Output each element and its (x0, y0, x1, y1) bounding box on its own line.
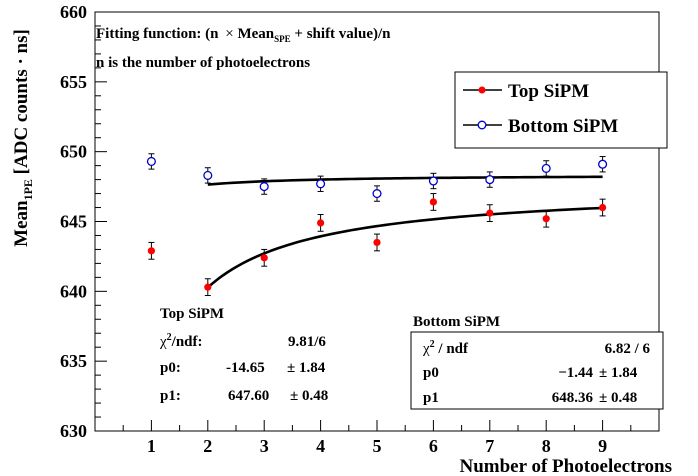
y-axis-label-sub: 1PE (21, 179, 35, 200)
stats-top-p0-label: p0: (160, 360, 181, 376)
legend-top-marker (478, 86, 486, 94)
y-tick-label: 650 (60, 142, 87, 162)
data-point-bottom (541, 163, 551, 173)
stats-bottom-p0-value: −1.44 (558, 365, 593, 381)
x-axis-label: Number of Photoelectrons (460, 456, 673, 476)
data-point-bottom (598, 159, 608, 169)
axes-layer: 630 635 640 645 650 655 660 1 2 3 4 5 6 7 8 9 (60, 2, 660, 456)
y-tick-label: 655 (60, 72, 87, 92)
y-axis-label: Mean1PE [ADC counts · ns] (11, 29, 35, 247)
y-tick-label: 630 (60, 421, 87, 441)
stats-top-p1-error: ± 0.48 (290, 388, 328, 404)
y-axis-label-rest: [ADC counts · ns] (11, 29, 32, 179)
x-tick-label: 8 (542, 436, 551, 456)
y-tick-label: 660 (60, 2, 87, 22)
x-tick-label: 6 (429, 436, 438, 456)
x-tick-label: 3 (260, 436, 269, 456)
x-tick-label: 4 (316, 436, 325, 456)
stats-bottom: Bottom SiPM χ2 / ndf 6.82 / 6 p0 −1.44 ±… (410, 314, 664, 410)
stats-top-chi-value: 9.81/6 (288, 334, 326, 350)
fit-curve-top (206, 206, 603, 289)
x-tick-label: 1 (147, 436, 156, 456)
stats-top-chi-label: χ2/ndf: (159, 332, 203, 350)
stats-bottom-p1-value: 648.36 (552, 390, 594, 406)
stats-bottom-title: Bottom SiPM (413, 314, 500, 330)
y-tick-label: 635 (60, 351, 87, 371)
data-point-bottom (259, 182, 269, 192)
stats-top-p0-error: ± 1.84 (287, 360, 326, 376)
fit-curves (206, 175, 603, 289)
fit-curve-bottom (207, 175, 603, 186)
x-tick-label: 2 (203, 436, 212, 456)
data-point-top (486, 209, 494, 217)
data-point-top (147, 247, 155, 255)
legend-box (454, 71, 668, 149)
data-point-bottom (146, 156, 156, 166)
stats-bottom-p0-error: ± 1.84 (599, 365, 638, 381)
stats-bottom-chi-value: 6.82 / 6 (605, 341, 651, 357)
data-point-top (599, 203, 607, 212)
data-point-top (373, 238, 381, 247)
data-point-bottom (203, 170, 213, 180)
legend-bottom-label: Bottom SiPM (508, 116, 618, 137)
y-tick-label: 645 (60, 212, 87, 232)
data-point-top (204, 283, 212, 291)
legend: Top SiPM Bottom SiPM (454, 71, 668, 149)
stats-top-p1-value: 647.60 (228, 388, 269, 404)
data-point-bottom (485, 175, 495, 185)
data-point-bottom (316, 179, 326, 189)
data-point-top (260, 254, 268, 262)
stats-top: Top SiPM χ2/ndf: 9.81/6 p0: -14.65 ± 1.8… (159, 306, 328, 404)
data-point-bottom (372, 189, 382, 199)
stats-top-p0-value: -14.65 (226, 360, 265, 376)
stats-bottom-p1-label: p1 (423, 390, 439, 406)
stats-bottom-chi-label: χ2 / ndf (422, 339, 469, 357)
x-tick-label: 7 (485, 436, 494, 456)
legend-top-label: Top SiPM (508, 81, 589, 102)
y-tick-label: 640 (60, 281, 87, 301)
stats-bottom-box (410, 331, 664, 410)
data-points (146, 153, 608, 297)
y-axis-label-main: Mean (11, 200, 32, 247)
data-point-top (429, 198, 437, 206)
x-tick-label: 9 (598, 436, 607, 456)
data-point-top (317, 219, 325, 227)
data-point-top (542, 215, 550, 223)
data-point-bottom (428, 176, 438, 186)
photoelectron-note: n is the number of photoelectrons (96, 55, 310, 71)
stats-bottom-p0-label: p0 (423, 365, 439, 381)
stats-top-title: Top SiPM (160, 306, 224, 322)
stats-bottom-p1-error: ± 0.48 (599, 390, 637, 406)
x-tick-label: 5 (373, 436, 382, 456)
legend-bottom-marker (477, 120, 487, 130)
fit-formula-annotation: Fitting function: (n × MeanSPE + shift v… (96, 26, 391, 44)
stats-top-p1-label: p1: (160, 388, 181, 404)
